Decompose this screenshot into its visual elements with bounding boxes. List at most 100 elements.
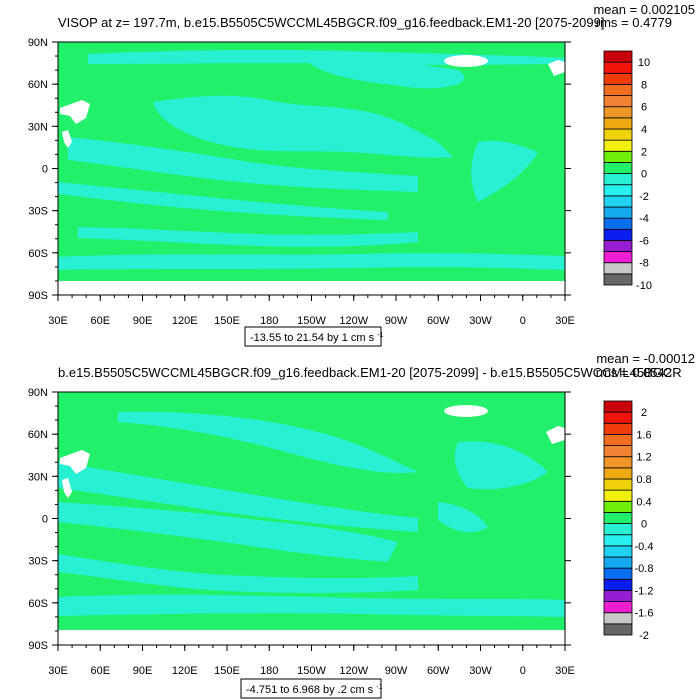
land-mask-east bbox=[546, 426, 565, 444]
colorbar-box bbox=[603, 117, 633, 130]
anomaly-patches bbox=[58, 49, 565, 270]
colorbar-label: 0 bbox=[641, 519, 647, 531]
panel-1-rms: rms = 0.4779 bbox=[596, 15, 672, 30]
colorbar-box bbox=[603, 217, 633, 230]
x-tick-label: 30E bbox=[555, 665, 575, 677]
panel-1-axes: 30E 60E 90E 120E 150E 180 150W 120W 90W 60W 30W 0 30… bbox=[28, 37, 575, 327]
x-tick-label: 90W bbox=[385, 315, 408, 327]
x-tick-label: 150E bbox=[214, 665, 240, 677]
x-tick-label: 180 bbox=[260, 665, 278, 677]
x-tick-label: 90E bbox=[133, 665, 153, 677]
panel-2-range: -4.751 to 6.968 by .2 cm s bbox=[246, 684, 374, 696]
colorbar-box bbox=[603, 150, 633, 163]
svg-text:-4.751 to 6.968 by .2 cm s: -4.751 to 6.968 by .2 cm s -1 bbox=[246, 684, 383, 696]
panel-1-title: VISOP at z= 197.7m, b.e15.B5505C5WCCML45… bbox=[58, 15, 604, 30]
panel-2-range-box: -4.751 to 6.968 by .2 cm s -1 bbox=[240, 678, 383, 699]
y-tick-label: 30S bbox=[28, 556, 48, 568]
colorbar-box bbox=[603, 500, 633, 513]
panel-2: b.e15.B5505C5WCCML45BGCR.f09_g16.feedbac… bbox=[28, 351, 695, 699]
x-tick-label: 90W bbox=[385, 665, 408, 677]
land-mask-islands bbox=[62, 478, 72, 498]
colorbar-box bbox=[603, 128, 633, 141]
y-tick-label: 60N bbox=[28, 79, 48, 91]
colorbar-box bbox=[603, 262, 633, 275]
colorbar-label: 2 bbox=[641, 407, 647, 419]
colorbar-box bbox=[603, 72, 633, 85]
colorbar-box bbox=[603, 556, 633, 569]
colorbar-label: 0.8 bbox=[636, 474, 651, 486]
colorbar-box bbox=[603, 84, 633, 96]
y-tick-label: 60N bbox=[28, 429, 48, 441]
x-tick-label: 120E bbox=[172, 315, 198, 327]
x-tick-label: 120W bbox=[339, 315, 368, 327]
x-tick-label: 30E bbox=[555, 315, 575, 327]
x-tick-label: 120W bbox=[339, 665, 368, 677]
y-tick-label: 0 bbox=[42, 164, 48, 176]
colorbar-box bbox=[603, 184, 633, 197]
panel-1-range-unit: -1 bbox=[377, 332, 383, 339]
y-tick-label: 90N bbox=[28, 37, 48, 49]
x-tick-label: 30W bbox=[469, 665, 492, 677]
colorbar-box bbox=[603, 228, 633, 241]
panel-1-mean: mean = 0.002105 bbox=[593, 2, 695, 17]
panel-1: VISOP at z= 197.7m, b.e15.B5505C5WCCML45… bbox=[28, 2, 695, 347]
colorbar-box bbox=[603, 467, 633, 480]
colorbar-box bbox=[603, 512, 633, 524]
x-tick-label: 60E bbox=[90, 315, 110, 327]
colorbar-box bbox=[603, 173, 633, 186]
colorbar-label: 0.4 bbox=[636, 496, 651, 508]
y-tick-label: 90S bbox=[28, 290, 48, 302]
colorbar-box bbox=[603, 240, 633, 252]
colorbar-box bbox=[603, 139, 633, 152]
colorbar-label: 2 bbox=[641, 146, 647, 158]
colorbar-label: -2 bbox=[639, 630, 649, 642]
colorbar-box bbox=[603, 478, 633, 491]
x-tick-label: 60E bbox=[90, 665, 110, 677]
panel-1-map bbox=[57, 41, 566, 296]
colorbar-box bbox=[603, 195, 633, 208]
x-tick-label: 120E bbox=[172, 665, 198, 677]
panel-2-axes: 30E 60E 90E 120E 150E 180 150W 120W 90W 60W 30W 0 30… bbox=[28, 387, 575, 677]
y-tick-label: 90N bbox=[28, 387, 48, 399]
colorbar-label: -1.2 bbox=[635, 585, 654, 597]
colorbar-label: 8 bbox=[641, 79, 647, 91]
colorbar-box bbox=[603, 206, 633, 219]
land-mask-west bbox=[60, 450, 90, 474]
colorbar-label: -4 bbox=[639, 213, 649, 225]
colorbar-box bbox=[603, 61, 633, 74]
colorbar-box bbox=[603, 95, 633, 108]
colorbar-box bbox=[603, 411, 633, 424]
colorbar-box bbox=[603, 162, 633, 174]
arctic-ice bbox=[444, 405, 488, 417]
colorbar-box bbox=[603, 273, 633, 286]
y-tick-label: 60S bbox=[28, 598, 48, 610]
colorbar-label: 6 bbox=[641, 102, 647, 114]
y-tick-label: 0 bbox=[42, 514, 48, 526]
y-tick-label: 30N bbox=[28, 471, 48, 483]
x-tick-label: 90E bbox=[133, 315, 153, 327]
x-tick-label: 30W bbox=[469, 315, 492, 327]
antarctica-mask bbox=[58, 281, 565, 295]
colorbar-box bbox=[603, 489, 633, 502]
anomaly-patches bbox=[58, 411, 565, 617]
panel-2-colorbar: 2 1.6 1.2 0.8 0.4 0 -0.4 -0.8 -1.2 -1.6 -2 bbox=[603, 400, 654, 642]
colorbar-box bbox=[603, 545, 633, 558]
svg-text:-13.55 to 21.54 by 1 cm s: -13.55 to 21.54 by 1 cm s -1 bbox=[250, 332, 384, 344]
colorbar-label: 10 bbox=[638, 57, 650, 69]
colorbar-label: -6 bbox=[639, 235, 649, 247]
colorbar-box bbox=[603, 445, 633, 458]
colorbar-box bbox=[603, 523, 633, 536]
x-tick-label: 0 bbox=[520, 315, 526, 327]
land-mask-east bbox=[548, 60, 565, 76]
colorbar-box bbox=[603, 400, 633, 413]
x-tick-label: 60W bbox=[427, 315, 450, 327]
colorbar-box bbox=[603, 106, 633, 119]
colorbar-box bbox=[603, 578, 633, 591]
colorbar-label: 0 bbox=[641, 169, 647, 181]
colorbar-box bbox=[603, 623, 633, 636]
colorbar-box bbox=[603, 590, 633, 602]
panel-2-title: b.e15.B5505C5WCCML45BGCR.f09_g16.feedbac… bbox=[58, 365, 682, 380]
colorbar-box bbox=[603, 567, 633, 580]
x-tick-label: 150E bbox=[214, 315, 240, 327]
colorbar-label: -10 bbox=[636, 280, 652, 292]
